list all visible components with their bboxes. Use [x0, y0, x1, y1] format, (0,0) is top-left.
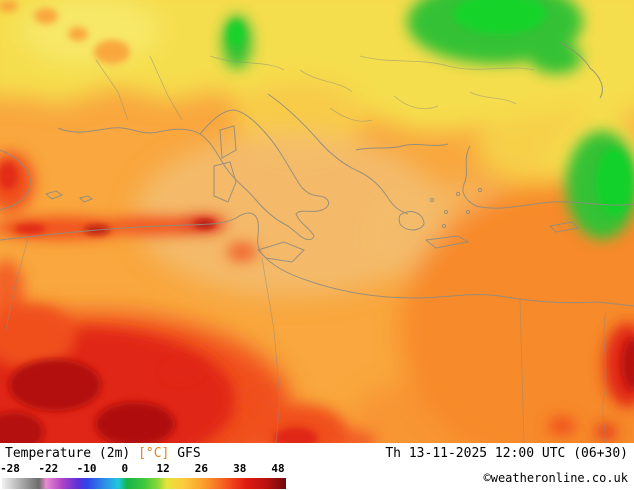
- map-footer: Temperature (2m) [°C] GFS Th 13-11-2025 …: [0, 443, 634, 490]
- datetime-label: Th 13-11-2025 12:00 UTC (06+30): [385, 446, 628, 461]
- product-title: Temperature (2m) [°C] GFS: [5, 446, 201, 461]
- legend-tick: -10: [76, 462, 97, 475]
- legend-colorbar: [2, 478, 286, 489]
- legend-tick: 26: [194, 462, 209, 475]
- model-label: GFS: [177, 446, 201, 461]
- coastline-layer: [0, 41, 634, 307]
- country-border-layer: [5, 55, 607, 443]
- temperature-field-core-layer: [0, 0, 634, 443]
- legend-tick: 48: [271, 462, 285, 475]
- legend-tick: 0: [121, 462, 129, 475]
- temperature-map-svg: [0, 0, 634, 443]
- product-label: Temperature (2m): [5, 446, 131, 461]
- legend-tick: -22: [38, 462, 59, 475]
- legend-tick: 12: [156, 462, 170, 475]
- map-canvas: [0, 0, 634, 443]
- legend-ticks: -28 -22 -10 0 12 26 38 48: [0, 462, 285, 475]
- legend-tick: -28: [0, 462, 20, 475]
- unit-label: [°C]: [138, 446, 170, 461]
- copyright-label: ©weatheronline.co.uk: [483, 471, 629, 485]
- legend-tick: 38: [233, 462, 247, 475]
